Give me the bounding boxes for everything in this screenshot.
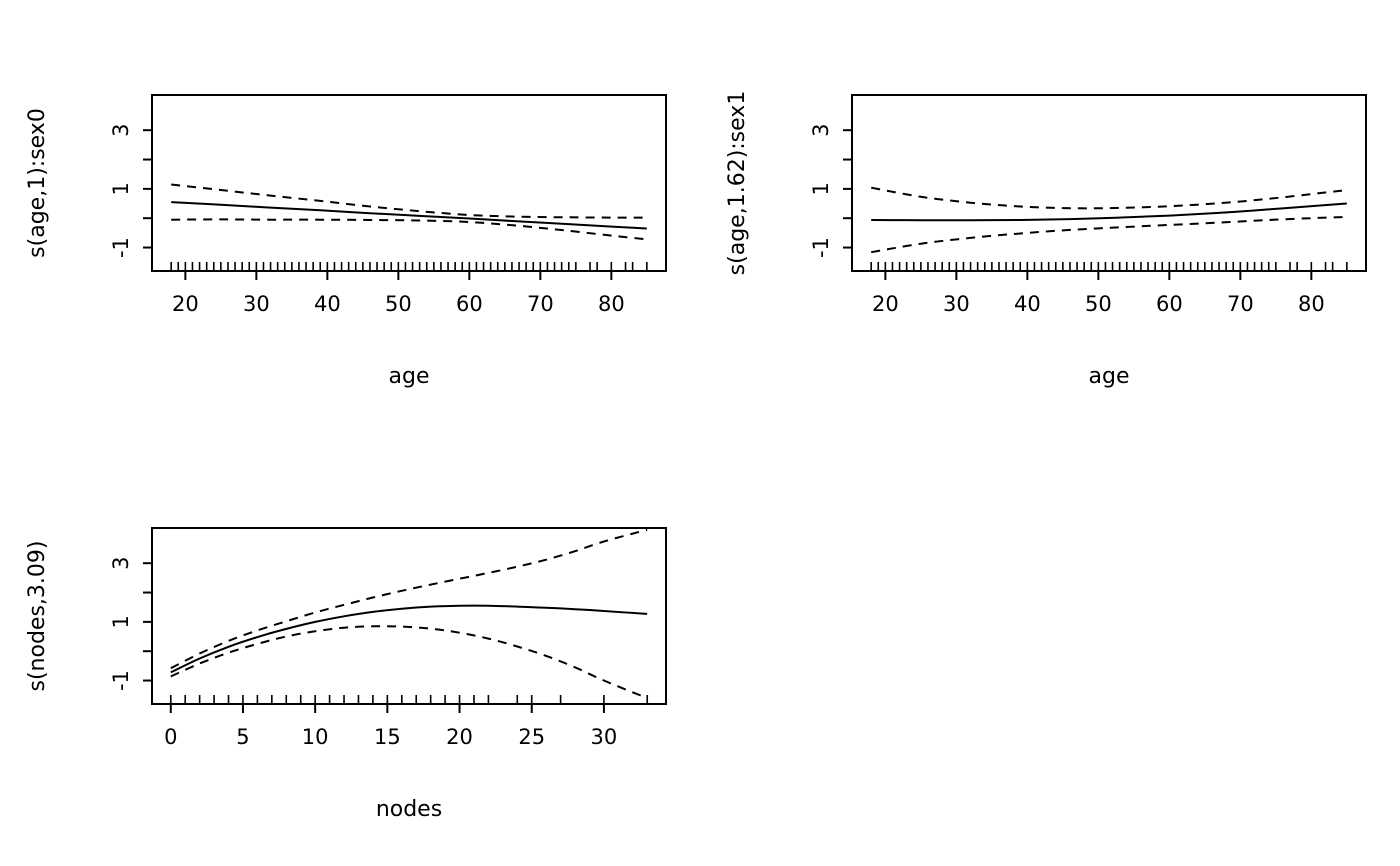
x-tick-label: 0	[164, 725, 177, 749]
plot-box	[151, 94, 667, 272]
x-tick-label: 15	[374, 725, 401, 749]
y-axis-label: s(age,1.62):sex1	[725, 91, 750, 276]
plot-svg: 20 30 40 50 60 70 80 -1 1 3 age s(age,1):sex0	[25, 94, 667, 389]
x-tick-label: 30	[591, 725, 618, 749]
x-tick-label: 10	[302, 725, 329, 749]
x-tick-label: 25	[518, 725, 545, 749]
x-tick-label: 40	[314, 292, 341, 316]
y-tick-label: 3	[809, 124, 833, 137]
plot-box	[151, 527, 667, 705]
upper-95ci-line	[170, 528, 648, 670]
lower-95ci-line	[871, 216, 1347, 254]
x-tick-label: 70	[1227, 292, 1254, 316]
x-tick-label: 50	[1085, 292, 1112, 316]
lower-95ci-line	[171, 218, 647, 241]
y-tick-label: 1	[109, 182, 133, 195]
x-tick-label: 40	[1014, 292, 1041, 316]
panel-s-age-sex0: 20 30 40 50 60 70 80 -1 1 3 age s(age,1):sex0	[0, 0, 700, 433]
x-tick-label: 70	[527, 292, 554, 316]
y-tick-label: -1	[109, 237, 133, 258]
x-tick-label: 30	[943, 292, 970, 316]
y-axis-label: s(age,1):sex0	[25, 108, 50, 258]
panel-s-nodes: 0 5 10 15 20 25 30 -1 1 3 nodes s(nodes,3.09)	[0, 433, 700, 866]
y-tick-label: -1	[109, 670, 133, 691]
x-tick-label: 60	[456, 292, 483, 316]
plot-svg: 20 30 40 50 60 70 80 -1 1 3 age s(age,1.62):sex1	[725, 91, 1367, 389]
panel-s-age-sex1: 20 30 40 50 60 70 80 -1 1 3 age s(age,1.62):sex1	[700, 0, 1400, 433]
lower-95ci-line	[170, 625, 648, 700]
plot-box	[851, 94, 1367, 272]
x-axis-label: nodes	[376, 797, 442, 822]
x-axis-label: age	[1089, 364, 1130, 389]
fit-line	[171, 201, 647, 230]
y-tick-label: 3	[109, 124, 133, 137]
upper-95ci-line	[171, 183, 647, 219]
x-tick-label: 60	[1156, 292, 1183, 316]
x-tick-label: 50	[385, 292, 412, 316]
x-tick-label: 20	[172, 292, 199, 316]
plot-svg: 0 5 10 15 20 25 30 -1 1 3 nodes s(nodes,3.09)	[25, 527, 667, 822]
x-tick-label: 30	[243, 292, 270, 316]
x-tick-label: 5	[236, 725, 249, 749]
x-tick-label: 20	[872, 292, 899, 316]
y-axis-label: s(nodes,3.09)	[25, 541, 50, 692]
x-tick-label: 80	[1298, 292, 1325, 316]
y-tick-label: 1	[809, 182, 833, 195]
x-axis-label: age	[389, 364, 430, 389]
fit-line	[871, 202, 1347, 222]
fit-line	[170, 604, 648, 674]
panel-empty	[700, 433, 1400, 866]
y-tick-label: -1	[809, 237, 833, 258]
x-tick-label: 20	[446, 725, 473, 749]
y-tick-label: 1	[109, 615, 133, 628]
x-tick-label: 80	[598, 292, 625, 316]
upper-95ci-line	[871, 186, 1347, 210]
y-tick-label: 3	[109, 557, 133, 570]
